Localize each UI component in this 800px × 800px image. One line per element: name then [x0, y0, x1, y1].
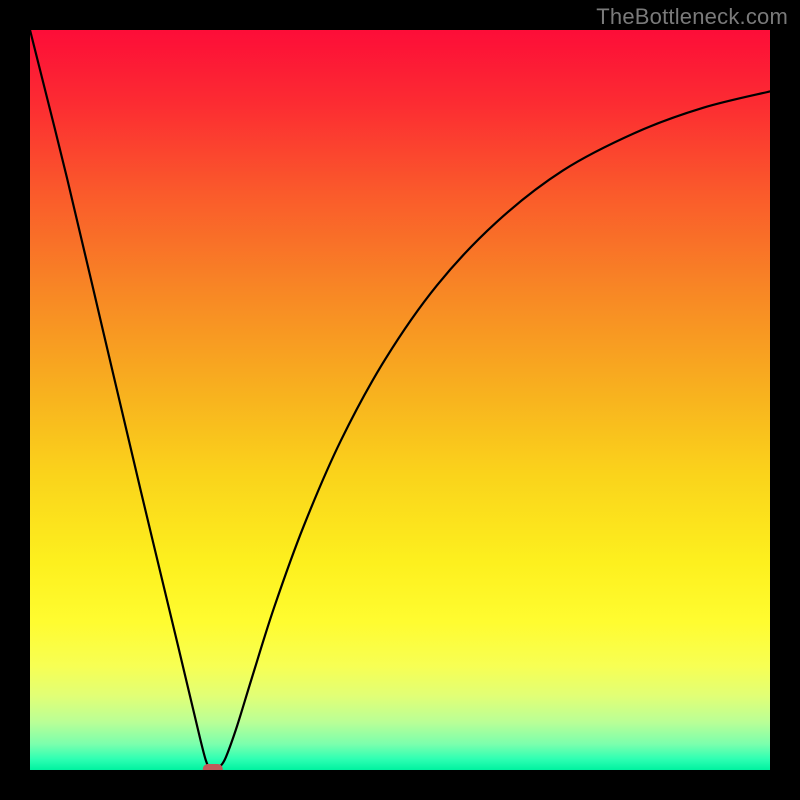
- chart-background: [30, 30, 770, 770]
- bottleneck-chart: [30, 30, 770, 770]
- watermark-text: TheBottleneck.com: [596, 4, 788, 30]
- min-marker: [203, 764, 223, 770]
